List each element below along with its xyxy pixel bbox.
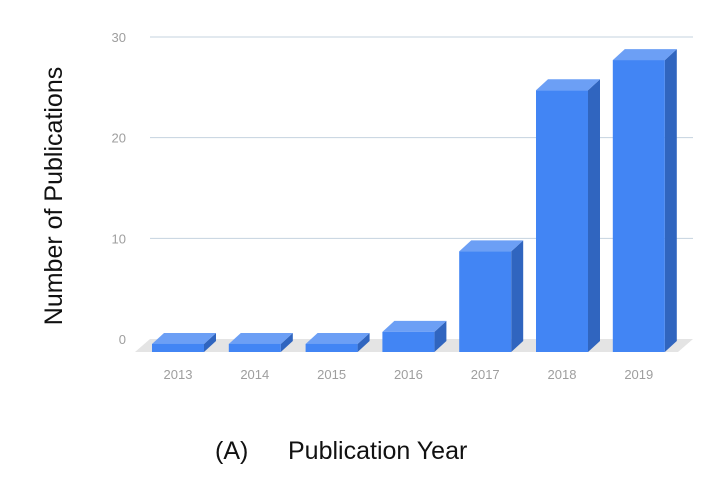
bar-top-2015: [305, 332, 370, 344]
bar-top-2017: [459, 240, 524, 252]
bar-side-2016: [434, 320, 447, 352]
y-tick-label-0: 0: [119, 332, 126, 347]
x-tick-label-2016: 2016: [394, 367, 423, 382]
x-axis-title: Publication Year: [288, 437, 467, 465]
bar-2019: [612, 49, 677, 353]
bars-layer: [152, 49, 677, 353]
bar-top-2016: [382, 320, 447, 332]
x-tick-label-2014: 2014: [240, 367, 269, 382]
bar-front-2019: [612, 60, 665, 353]
x-tick-label-2015: 2015: [317, 367, 346, 382]
bar-2013: [152, 332, 216, 352]
bar-2018: [536, 79, 600, 353]
bar-front-2014: [228, 343, 281, 352]
x-tick-label-2013: 2013: [164, 367, 193, 382]
bar-top-2013: [152, 332, 216, 344]
bar-top-2019: [612, 49, 677, 61]
y-tick-labels: 0 10 20 30: [112, 30, 126, 347]
bar-side-2015: [357, 332, 370, 352]
bar-2016: [382, 320, 447, 352]
bar-top-2014: [228, 332, 293, 344]
y-axis-title: Number of Publications: [40, 67, 68, 325]
bar-side-2013: [204, 332, 216, 352]
x-tick-labels: 2013 2014 2015 2016 2017 2018 2019: [164, 367, 654, 382]
bar-2015: [305, 332, 370, 352]
bar-top-2018: [536, 79, 600, 91]
bar-front-2016: [382, 331, 435, 352]
bar-side-2014: [280, 332, 293, 352]
bar-front-2013: [152, 343, 204, 352]
bar-front-2015: [305, 343, 358, 352]
bar-front-2017: [459, 251, 512, 352]
bar-side-2019: [664, 49, 677, 353]
panel-label: (A): [215, 437, 248, 465]
x-tick-label-2019: 2019: [624, 367, 653, 382]
y-tick-label-30: 30: [112, 30, 126, 45]
grid-layer: [150, 36, 693, 239]
x-tick-label-2018: 2018: [548, 367, 577, 382]
y-tick-label-10: 10: [112, 231, 126, 246]
bar-side-2017: [511, 240, 524, 352]
bar-2017: [459, 240, 524, 352]
bar-side-2018: [588, 79, 600, 353]
y-tick-label-20: 20: [112, 131, 126, 146]
bar-front-2018: [536, 90, 588, 353]
x-tick-label-2017: 2017: [471, 367, 500, 382]
bar-2014: [228, 332, 293, 352]
